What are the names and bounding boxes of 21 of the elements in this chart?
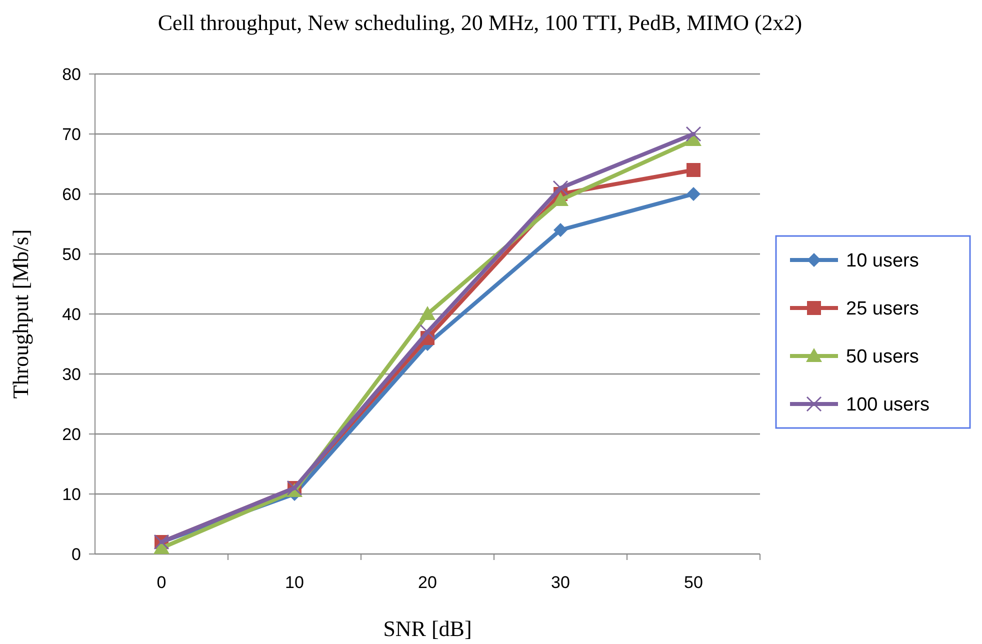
y-tick-label: 30	[62, 364, 81, 384]
y-tick-label: 20	[62, 424, 81, 444]
y-tick-label: 10	[62, 484, 81, 504]
y-tick-label: 60	[62, 184, 81, 204]
chart-title: Cell throughput, New scheduling, 20 MHz, 100 TTI, PedB, MIMO (2x2)	[158, 10, 802, 35]
y-axis-title: Throughput [Mb/s]	[8, 229, 33, 399]
x-tick-label: 10	[285, 573, 304, 592]
y-tick-label: 50	[62, 244, 81, 264]
legend-label: 100 users	[846, 394, 930, 416]
y-tick-label: 40	[62, 304, 81, 324]
legend-label: 25 users	[846, 298, 919, 320]
y-tick-label: 0	[72, 544, 81, 564]
x-tick-label: 0	[156, 573, 166, 592]
x-tick-label: 20	[418, 573, 437, 592]
legend-label: 50 users	[846, 346, 919, 368]
y-tick-label: 70	[62, 124, 81, 144]
y-tick-label: 80	[62, 64, 81, 84]
x-tick-label: 50	[684, 573, 703, 592]
x-tick-label: 30	[551, 573, 570, 592]
x-axis-title: SNR [dB]	[383, 616, 472, 641]
legend-label: 10 users	[846, 250, 919, 272]
